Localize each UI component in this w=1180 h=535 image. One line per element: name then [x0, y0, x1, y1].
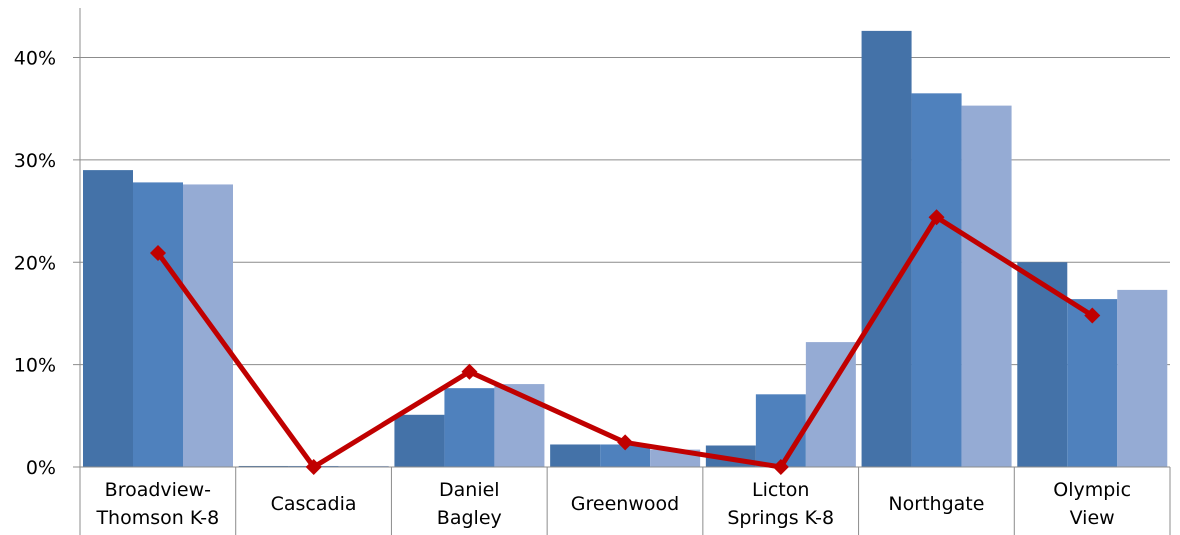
line-series — [150, 209, 1101, 475]
y-tick-label: 10% — [14, 355, 56, 377]
category-label: Cascadia — [271, 493, 357, 515]
y-tick-label: 0% — [26, 457, 56, 479]
y-tick-label: 40% — [14, 48, 56, 70]
bar — [961, 105, 1012, 468]
category-label: Licton — [752, 479, 809, 501]
y-tick-label: 30% — [14, 150, 56, 172]
bar — [338, 465, 389, 467]
bar — [911, 93, 962, 468]
line-point — [305, 459, 322, 475]
bar — [133, 182, 183, 467]
category-label: View — [1070, 507, 1115, 529]
line-point — [617, 434, 634, 451]
bar — [1117, 289, 1168, 467]
axes — [73, 8, 1171, 535]
category-label: Greenwood — [571, 493, 679, 515]
y-tick-label: 20% — [14, 252, 56, 274]
line-point — [461, 363, 478, 380]
category-label: Springs K-8 — [727, 507, 834, 529]
bar — [550, 444, 601, 467]
line-point — [150, 245, 166, 262]
bar — [1067, 299, 1118, 467]
line-point — [772, 459, 789, 475]
bar — [83, 170, 133, 468]
bar — [755, 394, 806, 467]
category-label: Broadview- — [105, 479, 211, 501]
bar — [861, 30, 912, 467]
line-point — [1084, 307, 1101, 324]
category-label: Daniel — [439, 479, 500, 501]
y-tick-labels: 0% 10% 20% 30% 40% — [14, 48, 56, 480]
bar — [394, 414, 445, 467]
category-label: Northgate — [888, 493, 984, 515]
category-label: Thomson K-8 — [95, 507, 219, 529]
line-point — [928, 209, 945, 226]
category-label: Olympic — [1053, 479, 1131, 501]
bars — [83, 30, 1168, 468]
category-label: Bagley — [437, 507, 502, 529]
bar — [238, 465, 289, 467]
bar — [444, 388, 495, 467]
category-labels: Broadview- Thomson K-8 Cascadia Daniel Bagle… — [95, 479, 1131, 529]
bar — [600, 444, 651, 467]
bar — [494, 384, 545, 467]
